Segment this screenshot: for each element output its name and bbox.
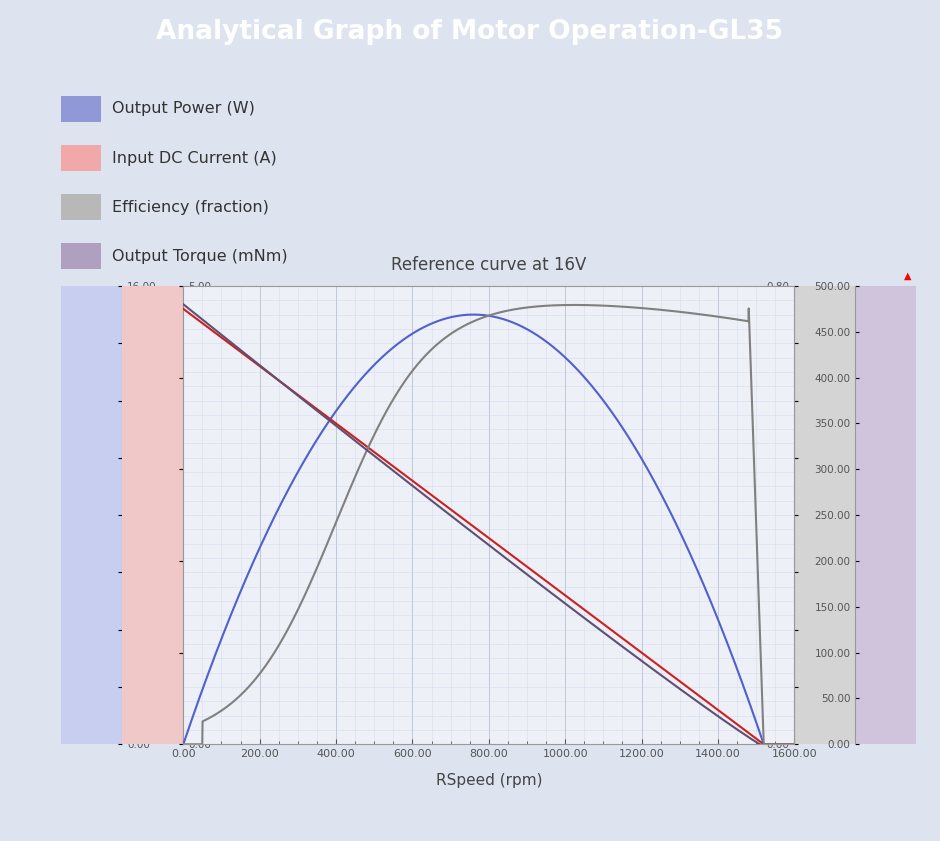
- Bar: [61, 243, 102, 269]
- Text: Efficiency (fraction): Efficiency (fraction): [112, 199, 269, 214]
- Text: Output Torque (mNm): Output Torque (mNm): [112, 249, 288, 263]
- Text: Input DC Current (A): Input DC Current (A): [112, 151, 276, 166]
- Bar: [61, 145, 102, 171]
- Text: Analytical Graph of Motor Operation-GL35: Analytical Graph of Motor Operation-GL35: [156, 19, 784, 45]
- X-axis label: RSpeed (rpm): RSpeed (rpm): [435, 773, 542, 788]
- Text: ▲: ▲: [903, 271, 911, 280]
- Text: Output Power (W): Output Power (W): [112, 102, 255, 117]
- Text: Reference curve at 16V: Reference curve at 16V: [391, 256, 587, 274]
- Bar: [61, 96, 102, 122]
- Bar: [61, 194, 102, 220]
